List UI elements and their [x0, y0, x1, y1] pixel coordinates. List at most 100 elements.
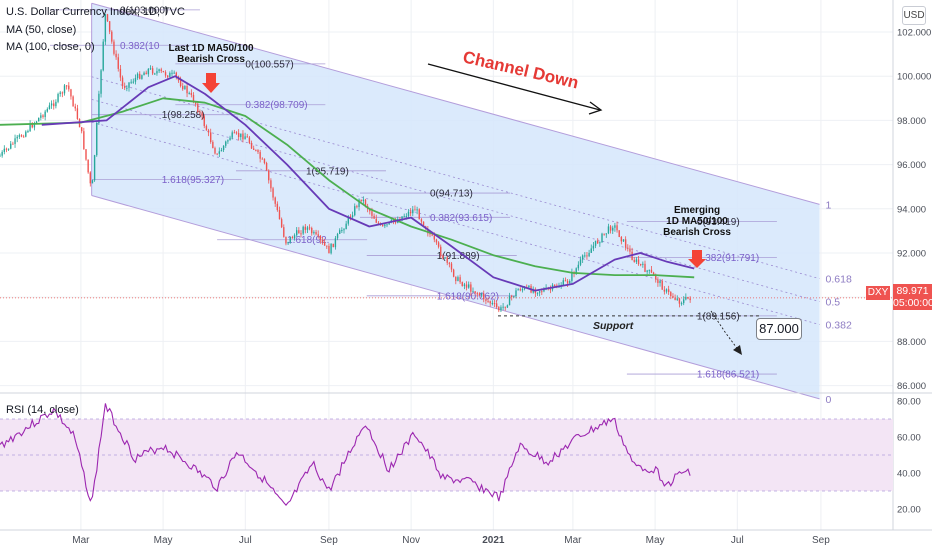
candle-body: [403, 216, 405, 218]
candle-body: [300, 233, 302, 235]
candle-body: [581, 255, 584, 260]
candle-body: [491, 303, 494, 305]
candle-body: [182, 85, 184, 90]
candle-body: [50, 103, 53, 106]
candle-body: [373, 215, 375, 219]
candle-body: [65, 85, 68, 87]
candle-body: [115, 53, 117, 58]
candle-body: [489, 301, 491, 304]
candle-body: [188, 92, 190, 94]
candle-body: [72, 96, 74, 107]
candle-body: [455, 276, 457, 281]
candle-body: [347, 216, 349, 224]
candle-body: [562, 280, 564, 286]
ma50-legend[interactable]: MA (50, close): [6, 24, 77, 36]
candle-body: [7, 148, 10, 150]
candle-body: [601, 233, 603, 243]
time-tick-label: May: [154, 535, 173, 546]
candle-body: [508, 295, 511, 306]
candle-body: [38, 117, 40, 122]
rsi-tick-label: 60.00: [897, 433, 921, 444]
channel-lower-line: [91, 195, 820, 400]
bar-countdown: 05:00:00: [893, 297, 932, 309]
ma100-legend[interactable]: MA (100, close, 0): [6, 41, 95, 53]
candle-body: [519, 289, 521, 291]
candle-body: [3, 148, 5, 152]
time-tick-label: Mar: [564, 535, 582, 546]
candle-body: [141, 75, 143, 79]
candle-body: [74, 106, 76, 109]
candle-body: [179, 80, 182, 86]
cross2-arrow: [688, 250, 706, 268]
candle-body: [323, 242, 326, 246]
price-tick-label: 100.000: [897, 72, 931, 83]
candle-body: [311, 228, 313, 234]
candle-body: [5, 148, 8, 150]
candle-body: [121, 77, 124, 87]
candle-body: [429, 233, 431, 235]
candle-body: [386, 224, 388, 226]
rsi-legend[interactable]: RSI (14, close): [6, 404, 79, 416]
trend-arrow-line: [427, 63, 601, 111]
candle-body: [609, 226, 612, 231]
candle-body: [485, 299, 487, 301]
candle-body: [136, 73, 139, 79]
candle-body: [590, 248, 592, 253]
candle-body: [487, 300, 489, 302]
candle-body: [298, 230, 300, 234]
candle-body: [575, 268, 577, 275]
candle-body: [459, 277, 461, 283]
candle-body: [414, 209, 416, 211]
candle-body: [220, 150, 223, 152]
candle-body: [515, 290, 517, 297]
cross1-arrow: [202, 73, 220, 93]
candle-body: [70, 89, 72, 97]
candle-body: [612, 227, 614, 231]
candle-body: [620, 236, 623, 242]
candle-body: [35, 121, 38, 124]
candle-body: [536, 292, 539, 294]
candle-body: [250, 142, 253, 149]
candle-body: [190, 92, 193, 95]
candle-body: [83, 131, 85, 150]
candle-body: [113, 41, 115, 54]
candle-body: [87, 159, 89, 173]
support-label: Support: [593, 320, 634, 332]
candle-body: [151, 68, 154, 74]
candle-body: [48, 105, 51, 110]
candle-body: [334, 238, 337, 248]
candle-body: [603, 233, 605, 235]
channel-down-fill: [91, 3, 820, 399]
time-tick-label: Jul: [239, 535, 252, 546]
candle-body: [360, 199, 362, 201]
candle-body: [661, 280, 663, 290]
candle-body: [343, 229, 345, 231]
candle-body: [81, 127, 83, 132]
candle-body: [53, 103, 55, 107]
candle-body: [407, 211, 410, 217]
channel-level-label: 0: [826, 394, 832, 406]
candle-body: [111, 31, 113, 42]
candle-body: [233, 132, 236, 134]
candle-body: [674, 297, 676, 300]
candle-body: [375, 218, 377, 223]
candle-body: [268, 170, 270, 181]
candle-body: [541, 291, 543, 293]
price-tick-label: 88.000: [897, 337, 926, 348]
candle-body: [119, 68, 122, 78]
candle-body: [222, 145, 225, 151]
candle-body: [42, 115, 44, 117]
candle-body: [10, 143, 12, 149]
candle-body: [418, 209, 420, 220]
candle-body: [463, 284, 466, 286]
candle-body: [500, 307, 502, 311]
candle-body: [448, 262, 451, 264]
candle-body: [321, 239, 324, 243]
candle-body: [313, 232, 315, 234]
channel-fib-line: [91, 121, 820, 325]
currency-button[interactable]: USD: [902, 6, 926, 25]
fib-label: 0(93.419): [697, 217, 740, 228]
candle-body: [676, 298, 678, 300]
